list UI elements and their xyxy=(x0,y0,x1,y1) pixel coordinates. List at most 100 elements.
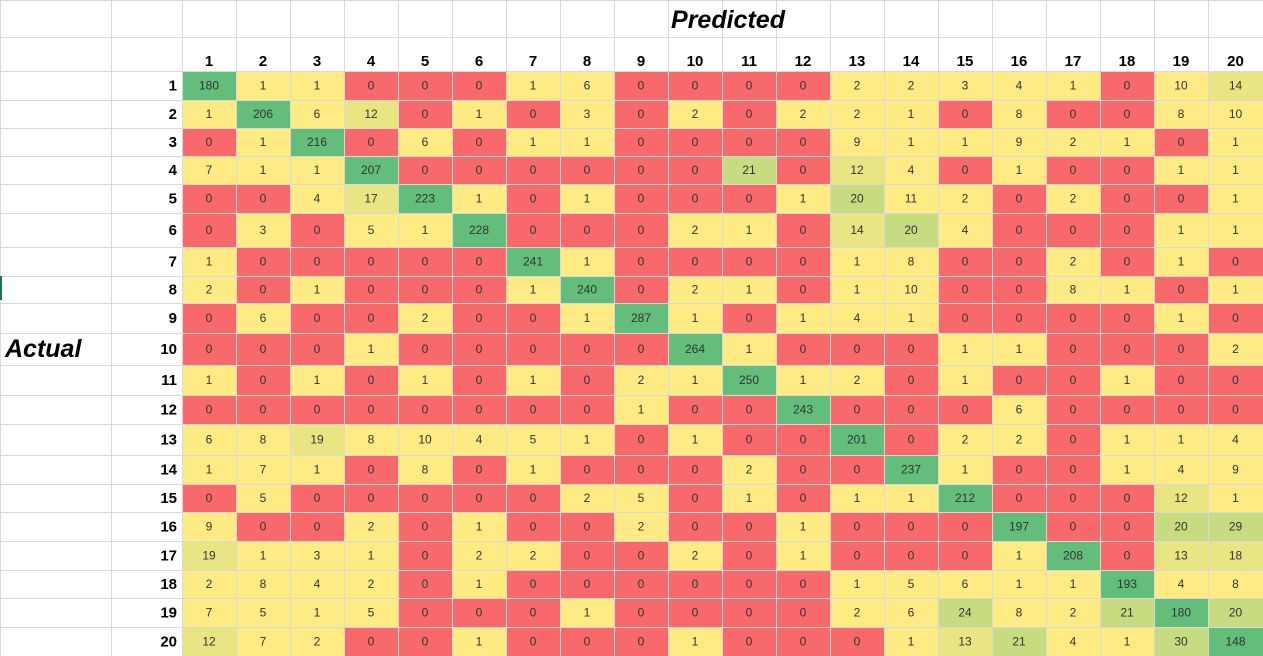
cell-value-18-4: 2 xyxy=(368,577,375,591)
cell-value-20-12: 0 xyxy=(800,635,807,649)
cell-9-4 xyxy=(344,303,398,333)
cell-value-4-19: 1 xyxy=(1178,163,1185,177)
cell-14-2 xyxy=(236,455,290,484)
cell-value-4-18: 0 xyxy=(1124,163,1131,177)
cell-value-6-9: 0 xyxy=(638,223,645,237)
cell-value-3-9: 0 xyxy=(638,135,645,149)
cell-value-5-6: 1 xyxy=(476,192,483,206)
cell-8-3 xyxy=(290,276,344,303)
cell-value-16-1: 9 xyxy=(206,520,213,534)
cell-17-6 xyxy=(452,541,506,570)
cell-value-4-6: 0 xyxy=(476,163,483,177)
cell-value-14-13: 0 xyxy=(854,463,861,477)
cell-value-13-20: 4 xyxy=(1232,433,1239,447)
cell-value-2-19: 8 xyxy=(1178,107,1185,121)
cell-value-14-4: 0 xyxy=(368,463,375,477)
cell-value-14-5: 8 xyxy=(422,463,429,477)
cell-15-4 xyxy=(344,484,398,512)
cell-value-13-13: 201 xyxy=(847,433,867,447)
cell-11-17 xyxy=(1046,365,1100,395)
cell-20-11 xyxy=(722,627,776,656)
cell-9-19 xyxy=(1154,303,1208,333)
cell-value-2-13: 2 xyxy=(854,107,861,121)
cell-20-2 xyxy=(236,627,290,656)
cell-value-7-10: 0 xyxy=(692,255,699,269)
cell-value-4-12: 0 xyxy=(800,163,807,177)
cell-14-12 xyxy=(776,455,830,484)
cell-value-6-8: 0 xyxy=(584,223,591,237)
cell-8-2 xyxy=(236,276,290,303)
cell-9-9 xyxy=(614,303,668,333)
cell-value-19-1: 7 xyxy=(206,606,213,620)
cell-4-13 xyxy=(830,156,884,184)
cell-10-7 xyxy=(506,333,560,365)
cell-17-11 xyxy=(722,541,776,570)
cell-14-20 xyxy=(1208,455,1263,484)
actual-header-11: 11 xyxy=(161,372,177,389)
cell-11-13 xyxy=(830,365,884,395)
cell-value-18-7: 0 xyxy=(530,577,537,591)
cell-12-13 xyxy=(830,395,884,424)
cell-13-5 xyxy=(398,424,452,455)
cell-value-17-11: 0 xyxy=(746,549,753,563)
cell-value-3-10: 0 xyxy=(692,135,699,149)
cell-7-7 xyxy=(506,247,560,276)
predicted-header-3: 3 xyxy=(313,53,321,70)
cell-value-9-3: 0 xyxy=(314,311,321,325)
cell-value-13-6: 4 xyxy=(476,433,483,447)
cell-value-18-20: 8 xyxy=(1232,577,1239,591)
cell-value-7-15: 0 xyxy=(962,255,969,269)
cell-2-17 xyxy=(1046,100,1100,128)
cell-4-8 xyxy=(560,156,614,184)
cell-value-18-3: 4 xyxy=(314,577,321,591)
cell-4-20 xyxy=(1208,156,1263,184)
cell-value-12-8: 0 xyxy=(584,403,591,417)
cell-17-12 xyxy=(776,541,830,570)
predicted-header-5: 5 xyxy=(421,53,429,70)
cell-18-3 xyxy=(290,570,344,598)
cell-10-13 xyxy=(830,333,884,365)
predicted-header-9: 9 xyxy=(637,53,645,70)
cell-19-4 xyxy=(344,598,398,627)
cell-13-14 xyxy=(884,424,938,455)
cell-15-18 xyxy=(1100,484,1154,512)
cell-value-9-15: 0 xyxy=(962,311,969,325)
cell-18-7 xyxy=(506,570,560,598)
cell-value-13-14: 0 xyxy=(908,433,915,447)
cell-value-7-13: 1 xyxy=(854,255,861,269)
cell-value-14-6: 0 xyxy=(476,463,483,477)
cell-value-12-2: 0 xyxy=(260,403,267,417)
cell-value-8-20: 1 xyxy=(1232,283,1239,297)
cell-value-20-9: 0 xyxy=(638,635,645,649)
cell-18-13 xyxy=(830,570,884,598)
cell-9-16 xyxy=(992,303,1046,333)
cell-16-14 xyxy=(884,512,938,541)
cell-value-17-6: 2 xyxy=(476,549,483,563)
cell-18-14 xyxy=(884,570,938,598)
cell-value-14-20: 9 xyxy=(1232,463,1239,477)
cell-value-15-2: 5 xyxy=(260,491,267,505)
cell-value-15-17: 0 xyxy=(1070,491,1077,505)
cell-value-16-10: 0 xyxy=(692,520,699,534)
cell-7-14 xyxy=(884,247,938,276)
cell-value-19-13: 2 xyxy=(854,606,861,620)
cell-13-4 xyxy=(344,424,398,455)
cell-9-18 xyxy=(1100,303,1154,333)
cell-value-18-5: 0 xyxy=(422,577,429,591)
cell-value-14-2: 7 xyxy=(260,463,267,477)
cell-18-9 xyxy=(614,570,668,598)
cell-value-1-1: 180 xyxy=(199,79,219,93)
cell-value-11-11: 250 xyxy=(739,373,759,387)
cell-value-8-9: 0 xyxy=(638,283,645,297)
actual-header-12: 12 xyxy=(160,402,177,419)
cell-11-6 xyxy=(452,365,506,395)
cell-value-10-13: 0 xyxy=(854,342,861,356)
cell-12-18 xyxy=(1100,395,1154,424)
cell-12-19 xyxy=(1154,395,1208,424)
cell-value-12-17: 0 xyxy=(1070,403,1077,417)
cell-value-1-4: 0 xyxy=(368,79,375,93)
cell-value-18-19: 4 xyxy=(1178,577,1185,591)
cell-17-1 xyxy=(182,541,236,570)
predicted-header-8: 8 xyxy=(583,53,591,70)
